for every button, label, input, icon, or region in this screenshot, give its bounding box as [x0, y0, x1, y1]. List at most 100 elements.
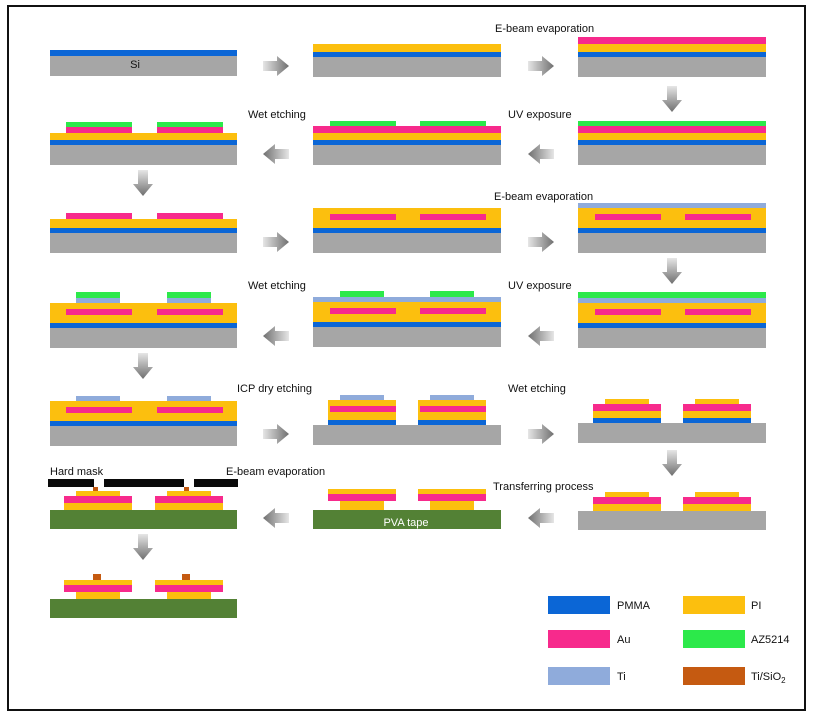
tisio2-layer [93, 574, 101, 580]
au-layer [328, 494, 396, 501]
pi-layer [50, 303, 237, 323]
si-substrate-layer [578, 328, 766, 348]
si-substrate-layer [313, 233, 501, 253]
si-substrate-layer [578, 145, 766, 165]
tisio2-layer [184, 487, 189, 491]
pi-layer [578, 44, 766, 52]
pi-layer [313, 44, 501, 52]
ti-layer [76, 396, 120, 401]
legend-swatch-tisio2 [683, 667, 745, 685]
ti-layer [578, 298, 766, 303]
arrow-right-icon [263, 56, 289, 76]
pmma-layer [50, 140, 237, 145]
legend-swatch-au [548, 630, 610, 648]
pmma-layer [50, 323, 237, 328]
tisio2-layer [182, 574, 190, 580]
arrow-down-icon [662, 450, 682, 476]
si-substrate-layer [50, 233, 237, 253]
au-layer [157, 213, 223, 219]
az5214-layer [578, 292, 766, 298]
pi-layer [695, 492, 739, 497]
pmma-layer [683, 418, 751, 423]
label-uv-exposure-1: UV exposure [508, 109, 572, 121]
au-layer [593, 404, 661, 411]
au-layer [685, 309, 751, 315]
au-layer [683, 404, 751, 411]
pi-layer [167, 592, 211, 599]
legend-swatch-az5214 [683, 630, 745, 648]
hard-mask-layer [104, 479, 184, 487]
layer-stacks [48, 37, 766, 618]
si-substrate-layer [50, 145, 237, 165]
label-ebeam-1: E-beam evaporation [495, 23, 594, 35]
ti-layer [313, 297, 501, 302]
arrow-down-icon [133, 534, 153, 560]
pi-layer [593, 411, 661, 418]
pi-layer [155, 503, 223, 510]
arrow-left-icon [528, 326, 554, 346]
hard-mask-layer [194, 479, 238, 487]
legend-label-tisio2: Ti/SiO2 [751, 671, 786, 685]
pva-tape-layer [50, 599, 237, 618]
au-layer [66, 309, 132, 315]
az5214-layer [578, 121, 766, 126]
pi-layer [64, 580, 132, 585]
arrow-left-icon [528, 508, 554, 528]
label-icp-dry-etching: ICP dry etching [237, 383, 312, 395]
si-substrate-layer [313, 327, 501, 347]
au-layer [157, 127, 223, 133]
tisio2-layer [93, 487, 98, 491]
pi-layer [328, 489, 396, 494]
pi-layer [313, 302, 501, 322]
pmma-layer [50, 421, 237, 426]
si-substrate-layer [578, 423, 766, 443]
pi-layer [605, 492, 649, 497]
au-layer [330, 406, 396, 412]
pmma-layer [418, 420, 486, 425]
az5214-layer [420, 121, 486, 126]
au-layer [685, 214, 751, 220]
si-substrate-layer [313, 57, 501, 77]
pi-layer [683, 504, 751, 511]
arrow-left-icon [528, 144, 554, 164]
ti-layer [430, 395, 474, 400]
pi-layer [605, 399, 649, 404]
pi-layer [578, 303, 766, 323]
pi-layer [683, 411, 751, 418]
pmma-layer [578, 52, 766, 57]
pi-layer [313, 133, 501, 140]
au-layer [420, 406, 486, 412]
au-layer [578, 126, 766, 133]
au-layer [66, 127, 132, 133]
si-substrate-layer [50, 56, 237, 76]
au-layer [330, 308, 396, 314]
label-uv-exposure-2: UV exposure [508, 280, 572, 292]
label-ebeam-3: E-beam evaporation [226, 466, 325, 478]
au-layer [330, 214, 396, 220]
pmma-layer [578, 228, 766, 233]
pmma-layer [50, 228, 237, 233]
az5214-layer [76, 292, 120, 298]
au-layer [595, 214, 661, 220]
legend-label-ti: Ti [617, 671, 626, 683]
label-wet-etching-3: Wet etching [508, 383, 566, 395]
pi-layer [64, 503, 132, 510]
pmma-layer [313, 228, 501, 233]
au-layer [155, 496, 223, 503]
pi-layer [593, 504, 661, 511]
legend-label-au: Au [617, 634, 630, 646]
si-substrate-layer [578, 57, 766, 77]
si-substrate-layer [313, 145, 501, 165]
arrow-right-icon [263, 232, 289, 252]
pi-layer [50, 219, 237, 228]
az5214-layer [66, 122, 132, 127]
arrow-right-icon [528, 232, 554, 252]
au-layer [683, 497, 751, 504]
pi-layer [167, 491, 211, 496]
au-layer [64, 585, 132, 592]
au-layer [157, 407, 223, 413]
legend-swatch-ti [548, 667, 610, 685]
legend: PMMA PI Au AZ5214 Ti Ti/SiO2 [548, 596, 790, 685]
arrow-right-icon [263, 424, 289, 444]
si-substrate-layer [313, 425, 501, 445]
